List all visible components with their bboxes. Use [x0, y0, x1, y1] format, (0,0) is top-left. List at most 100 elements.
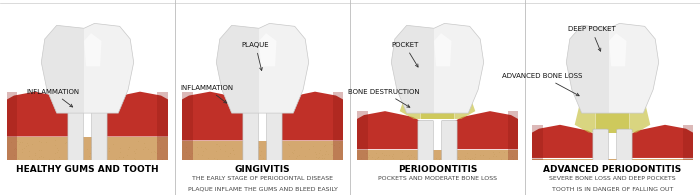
Point: [630, 161, 641, 164]
Point: [433, 159, 444, 162]
Point: [258, 157, 269, 160]
Text: SEVERE BONE LOSS AND DEEP POCKETS: SEVERE BONE LOSS AND DEEP POCKETS: [550, 176, 676, 182]
Point: [500, 162, 511, 165]
Point: [325, 163, 336, 167]
Point: [634, 164, 645, 167]
Point: [242, 158, 253, 161]
Point: [564, 161, 575, 164]
Point: [537, 162, 548, 166]
Point: [12, 157, 23, 160]
Polygon shape: [98, 92, 168, 168]
Point: [383, 162, 394, 165]
Point: [283, 154, 294, 157]
Point: [114, 155, 125, 158]
Point: [88, 147, 99, 150]
Point: [83, 154, 94, 158]
Point: [316, 153, 328, 157]
Point: [454, 157, 465, 160]
Point: [547, 160, 559, 164]
Polygon shape: [225, 86, 246, 99]
Point: [103, 147, 114, 150]
Point: [40, 141, 51, 144]
Point: [656, 162, 667, 165]
Polygon shape: [332, 92, 343, 168]
Point: [192, 146, 203, 149]
Point: [248, 157, 260, 160]
Point: [247, 156, 258, 159]
FancyBboxPatch shape: [418, 120, 433, 165]
Point: [567, 161, 578, 164]
Point: [211, 149, 222, 152]
Point: [558, 161, 569, 165]
Polygon shape: [84, 33, 102, 66]
Point: [45, 162, 56, 165]
Point: [372, 159, 383, 162]
Point: [682, 160, 694, 163]
Point: [580, 162, 591, 166]
Point: [425, 155, 436, 158]
Point: [193, 153, 204, 156]
Point: [479, 160, 490, 163]
Point: [254, 154, 265, 157]
Point: [81, 148, 92, 151]
Polygon shape: [279, 86, 300, 99]
Point: [404, 159, 415, 162]
Point: [608, 162, 620, 165]
Point: [554, 160, 566, 163]
Point: [48, 157, 60, 160]
Point: [272, 142, 283, 145]
Point: [616, 161, 627, 164]
Point: [548, 162, 559, 165]
Point: [226, 159, 237, 162]
Point: [675, 160, 686, 163]
Point: [239, 153, 251, 156]
Point: [218, 161, 229, 164]
Point: [132, 140, 144, 143]
Point: [589, 162, 601, 165]
Point: [118, 156, 129, 159]
Point: [475, 153, 486, 156]
Point: [565, 162, 576, 165]
Point: [420, 161, 431, 164]
Point: [199, 147, 211, 150]
Point: [274, 142, 285, 145]
Bar: [596, 96, 629, 133]
Point: [408, 156, 419, 159]
Point: [15, 141, 26, 144]
Point: [377, 151, 388, 154]
Point: [498, 151, 510, 154]
Point: [330, 164, 342, 167]
Point: [73, 145, 84, 148]
Point: [419, 154, 430, 157]
Point: [491, 162, 502, 166]
Point: [99, 139, 111, 142]
Point: [372, 155, 384, 158]
FancyBboxPatch shape: [593, 129, 608, 165]
Point: [623, 163, 634, 167]
Point: [641, 160, 652, 163]
Point: [618, 160, 629, 163]
FancyBboxPatch shape: [92, 108, 107, 165]
Point: [370, 157, 381, 160]
Point: [592, 160, 603, 163]
Point: [208, 161, 219, 164]
Point: [196, 153, 207, 157]
Point: [154, 158, 165, 161]
Point: [128, 150, 139, 153]
Point: [666, 159, 678, 162]
Point: [546, 162, 557, 165]
Point: [478, 154, 489, 157]
Point: [330, 162, 341, 166]
Point: [68, 139, 79, 142]
Polygon shape: [7, 92, 18, 168]
Point: [209, 157, 220, 160]
Point: [75, 157, 86, 160]
Point: [606, 164, 617, 167]
Point: [147, 160, 158, 163]
Point: [242, 153, 253, 156]
Bar: [0, 160, 700, 195]
Point: [404, 157, 415, 160]
Point: [681, 164, 692, 167]
Point: [365, 160, 376, 163]
Text: PLAQUE INFLAME THE GUMS AND BLEED EASILY: PLAQUE INFLAME THE GUMS AND BLEED EASILY: [188, 187, 337, 192]
